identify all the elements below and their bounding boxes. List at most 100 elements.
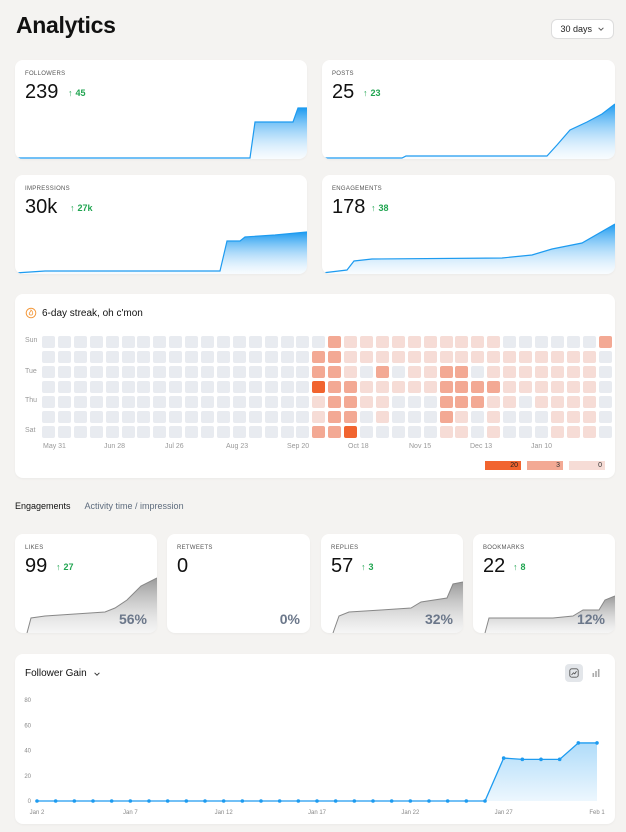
x-tick-label: Jan 22 — [401, 810, 420, 816]
heatmap-cell — [185, 336, 199, 348]
data-point — [501, 756, 506, 760]
heatmap-cell — [216, 396, 230, 408]
heatmap-cell — [137, 366, 151, 378]
heatmap-cell — [503, 381, 517, 393]
line-chart-button[interactable] — [565, 664, 583, 682]
heatmap-cell — [471, 426, 485, 438]
heatmap-cell — [248, 351, 262, 363]
heatmap-cell — [296, 336, 310, 348]
heatmap-cell — [312, 411, 326, 423]
streak-header: 6-day streak, oh c'mon — [25, 307, 143, 319]
heatmap-cell — [89, 336, 103, 348]
heatmap-cell — [105, 396, 119, 408]
range-select[interactable]: 30 days — [551, 19, 614, 39]
heatmap-cell — [42, 336, 55, 348]
heatmap-cell — [185, 396, 199, 408]
bar-chart-button[interactable] — [587, 664, 605, 682]
heatmap-cell — [153, 411, 167, 423]
heatmap-cell — [169, 381, 183, 393]
heatmap-cell — [42, 351, 55, 363]
tab-activity-time[interactable]: Activity time / impression — [84, 501, 184, 511]
data-point — [259, 799, 263, 803]
heatmap-cell — [185, 366, 199, 378]
tab-engagements[interactable]: Engagements — [15, 501, 71, 511]
heatmap-cell — [391, 381, 405, 393]
replies-delta: ↑ 3 — [361, 562, 374, 572]
legend-low: 0 — [569, 461, 605, 470]
replies-card: REPLIES 57 ↑ 3 32% — [321, 534, 463, 633]
heatmap-cell — [519, 381, 532, 393]
month-label: Jan 10 — [531, 443, 553, 450]
heatmap-cell — [296, 351, 310, 363]
engagements-value: 178 — [332, 196, 366, 218]
heatmap-cell — [375, 381, 389, 393]
x-tick-label: Feb 1 — [589, 810, 605, 816]
heatmap-cell — [534, 411, 548, 423]
heatmap-cell — [391, 396, 405, 408]
heatmap-cell — [344, 366, 358, 378]
heatmap-cell — [534, 396, 548, 408]
heatmap-cell — [375, 351, 389, 363]
follower-gain-card: Follower Gain 0 20 40 60 80 Jan 2 Jan 7 Jan 12 J… — [15, 654, 615, 824]
heatmap-cell — [137, 411, 151, 423]
heatmap-cell — [471, 351, 485, 363]
heatmap-cell — [439, 426, 453, 438]
heatmap-cell — [185, 411, 199, 423]
heatmap-cell — [264, 396, 278, 408]
heatmap-cell — [360, 351, 373, 363]
range-select-label: 30 days — [560, 24, 592, 34]
impressions-value: 30k — [25, 196, 58, 218]
heatmap-cell — [503, 396, 517, 408]
heatmap-cell — [121, 351, 135, 363]
heatmap-cell — [232, 396, 246, 408]
impressions-label: IMPRESSIONS — [25, 186, 70, 192]
y-tick-label: 80 — [24, 698, 31, 704]
heatmap-cell — [534, 426, 548, 438]
heatmap-cell — [264, 411, 278, 423]
day-label: Sat — [25, 427, 36, 434]
bookmarks-card: BOOKMARKS 22 ↑ 8 12% — [473, 534, 615, 633]
heatmap-cell — [439, 351, 453, 363]
heatmap-cell — [391, 411, 405, 423]
heatmap-cell — [391, 366, 405, 378]
engagements-delta: ↑ 38 — [371, 203, 389, 213]
heatmap-cell — [296, 411, 310, 423]
follower-gain-chart: 0 20 40 60 80 Jan 2 Jan 7 Jan 12 Jan 17 Jan 22 Jan… — [24, 698, 605, 816]
heatmap-cell — [566, 381, 580, 393]
heatmap-cell — [519, 411, 532, 423]
heatmap-cell — [423, 351, 437, 363]
heatmap-cell — [137, 381, 151, 393]
heatmap-cell — [391, 426, 405, 438]
likes-percent: 56% — [118, 611, 147, 627]
heatmap-cell — [423, 426, 437, 438]
bookmarks-value: 22 — [483, 555, 506, 577]
heatmap-cell — [455, 396, 469, 408]
heatmap-cell — [344, 351, 358, 363]
heatmap-cell — [582, 381, 596, 393]
heatmap-cell — [455, 336, 469, 348]
heatmap-cell — [471, 381, 485, 393]
legend-high: 20 — [485, 461, 521, 470]
engagements-label: ENGAGEMENTS — [332, 186, 382, 192]
heatmap-cell — [185, 351, 199, 363]
heatmap-cell — [598, 366, 612, 378]
heatmap-cell — [519, 426, 532, 438]
heatmap-cell — [73, 336, 87, 348]
heatmap-cell — [216, 426, 230, 438]
heatmap-cell — [169, 411, 183, 423]
heatmap-cell — [42, 396, 55, 408]
heatmap-cell — [503, 366, 517, 378]
heatmap-cell — [328, 426, 342, 438]
engagements-sparkline — [322, 223, 615, 274]
chart-title-dropdown[interactable]: Follower Gain — [25, 668, 101, 679]
heatmap-cell — [296, 381, 310, 393]
followers-label: FOLLOWERS — [25, 71, 66, 77]
line-chart-icon — [569, 668, 579, 678]
heatmap-cell — [471, 396, 485, 408]
data-point — [576, 741, 581, 745]
heatmap-cell — [360, 426, 373, 438]
posts-value: 25 — [332, 81, 355, 103]
heatmap-cell — [232, 351, 246, 363]
heatmap-cell — [344, 381, 358, 393]
heatmap-cell — [216, 336, 230, 348]
